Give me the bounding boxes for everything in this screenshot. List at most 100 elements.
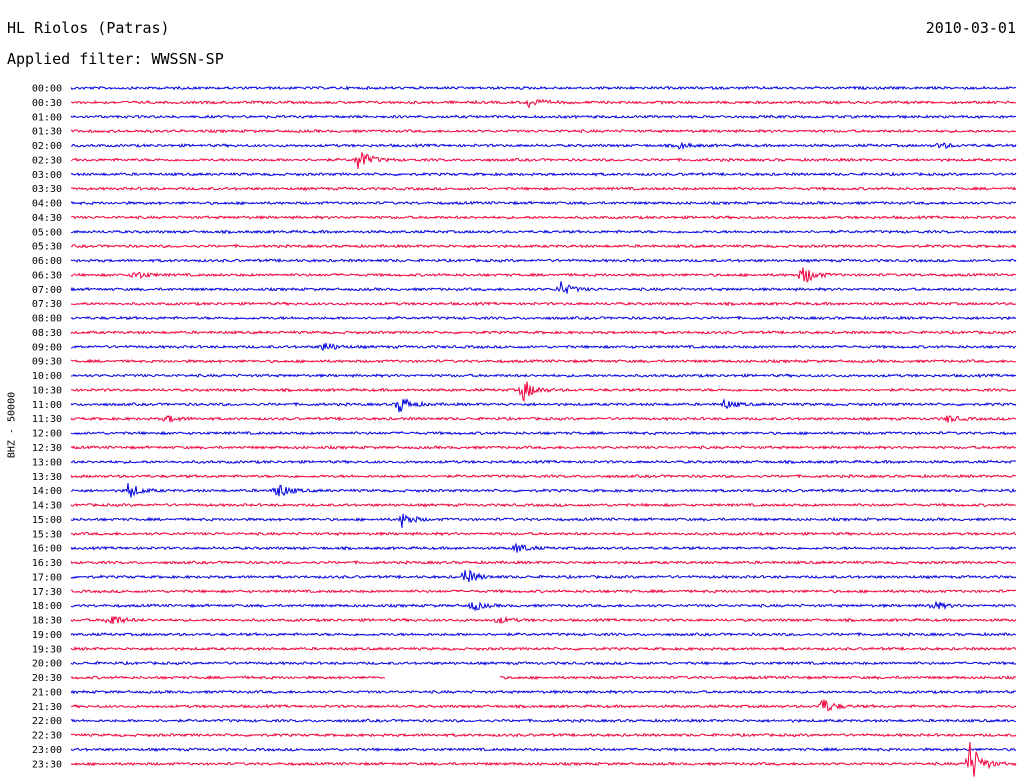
trace-2230	[70, 732, 1017, 738]
row-time-label: 03:00	[32, 170, 62, 181]
row-time-label: 08:30	[32, 328, 62, 339]
trace-2200	[70, 718, 1017, 724]
trace-0030	[70, 98, 1017, 109]
row-time-label: 19:00	[32, 630, 62, 641]
trace-0300	[70, 171, 1017, 177]
trace-0130	[70, 128, 1017, 134]
trace-1330	[70, 473, 1017, 479]
row-time-label: 15:30	[32, 529, 62, 540]
trace-0230	[70, 152, 1017, 169]
row-time-label: 01:00	[32, 112, 62, 123]
trace-1230	[70, 444, 1017, 451]
row-time-label: 19:30	[32, 644, 62, 655]
trace-1800	[70, 601, 1017, 612]
row-time-label: 00:30	[32, 98, 62, 109]
row-time-label: 23:30	[32, 759, 62, 770]
trace-1100	[70, 398, 1017, 413]
trace-0430	[70, 214, 1017, 220]
trace-1630	[70, 559, 1017, 566]
row-time-label: 22:00	[32, 716, 62, 727]
trace-0000	[70, 85, 1017, 91]
row-time-label: 18:30	[32, 616, 62, 627]
trace-1300	[70, 459, 1017, 465]
trace-0700	[70, 281, 1017, 294]
trace-0800	[70, 315, 1017, 321]
trace-1700	[70, 569, 1017, 583]
row-time-label: 22:30	[32, 731, 62, 742]
trace-1430	[70, 502, 1017, 508]
trace-0330	[70, 186, 1017, 192]
trace-0500	[70, 229, 1017, 235]
trace-2130	[70, 699, 1017, 712]
row-time-label: 20:30	[32, 673, 62, 684]
trace-2000	[70, 660, 1017, 666]
trace-1930	[70, 646, 1017, 652]
trace-0600	[70, 257, 1017, 264]
row-time-label: 11:00	[32, 400, 62, 411]
trace-0200	[70, 141, 1017, 151]
row-time-label: 13:00	[32, 457, 62, 468]
trace-2330	[70, 742, 1017, 777]
row-time-label: 10:30	[32, 385, 62, 396]
row-time-label: 16:00	[32, 544, 62, 555]
trace-2030	[499, 674, 1017, 681]
trace-1200	[70, 430, 1017, 436]
row-time-label: 21:00	[32, 687, 62, 698]
row-time-label: 17:00	[32, 572, 62, 583]
trace-1530	[70, 531, 1017, 537]
trace-0830	[70, 329, 1017, 335]
row-time-label: 02:30	[32, 155, 62, 166]
row-time-label: 20:00	[32, 659, 62, 670]
row-time-label: 07:00	[32, 285, 62, 296]
trace-1130	[70, 414, 1017, 423]
trace-1830	[70, 615, 1017, 625]
trace-1730	[71, 588, 1017, 594]
row-time-label: 15:00	[32, 515, 62, 526]
date-label: 2010-03-01	[925, 19, 1016, 37]
trace-0930	[70, 358, 1017, 364]
trace-1500	[70, 513, 1017, 528]
trace-2100	[70, 689, 1017, 695]
row-time-label: 08:00	[32, 314, 62, 325]
trace-0100	[70, 114, 1017, 120]
row-time-label: 18:00	[32, 601, 62, 612]
trace-1400	[70, 482, 1017, 498]
filter-label: Applied filter: WWSSN-SP	[7, 50, 224, 68]
row-time-label: 13:30	[32, 472, 62, 483]
trace-1600	[70, 542, 1017, 553]
row-time-label: 10:00	[32, 371, 62, 382]
row-time-label: 03:30	[32, 184, 62, 195]
trace-1000	[71, 373, 1017, 379]
row-time-label: 17:30	[32, 587, 62, 598]
row-time-label: 02:00	[32, 141, 62, 152]
row-time-label: 12:30	[32, 443, 62, 454]
row-time-label: 04:00	[32, 199, 62, 210]
row-time-label: 06:30	[32, 270, 62, 281]
row-time-label: 04:30	[32, 213, 62, 224]
trace-0900	[70, 342, 1017, 352]
row-time-label: 09:30	[32, 357, 62, 368]
row-time-label: 01:30	[32, 127, 62, 138]
trace-0530	[70, 243, 1017, 249]
row-time-label: 06:00	[32, 256, 62, 267]
row-time-label: 00:00	[32, 84, 62, 95]
row-time-label: 16:30	[32, 558, 62, 569]
row-time-label: 05:00	[32, 227, 62, 238]
row-time-label: 12:00	[32, 429, 62, 440]
trace-2300	[70, 746, 1017, 752]
row-time-label: 05:30	[32, 242, 62, 253]
trace-1900	[70, 631, 1017, 637]
trace-2030	[70, 674, 386, 681]
row-time-label: 23:00	[32, 745, 62, 756]
row-time-label: 14:30	[32, 501, 62, 512]
station-title: HL Riolos (Patras)	[7, 19, 170, 37]
row-time-label: 21:30	[32, 702, 62, 713]
row-time-label: 11:30	[32, 414, 62, 425]
row-time-label: 09:00	[32, 342, 62, 353]
trace-0730	[70, 301, 1017, 307]
trace-0400	[70, 200, 1017, 206]
trace-0630	[70, 267, 1017, 283]
trace-1030	[70, 381, 1017, 403]
row-time-label: 14:00	[32, 486, 62, 497]
